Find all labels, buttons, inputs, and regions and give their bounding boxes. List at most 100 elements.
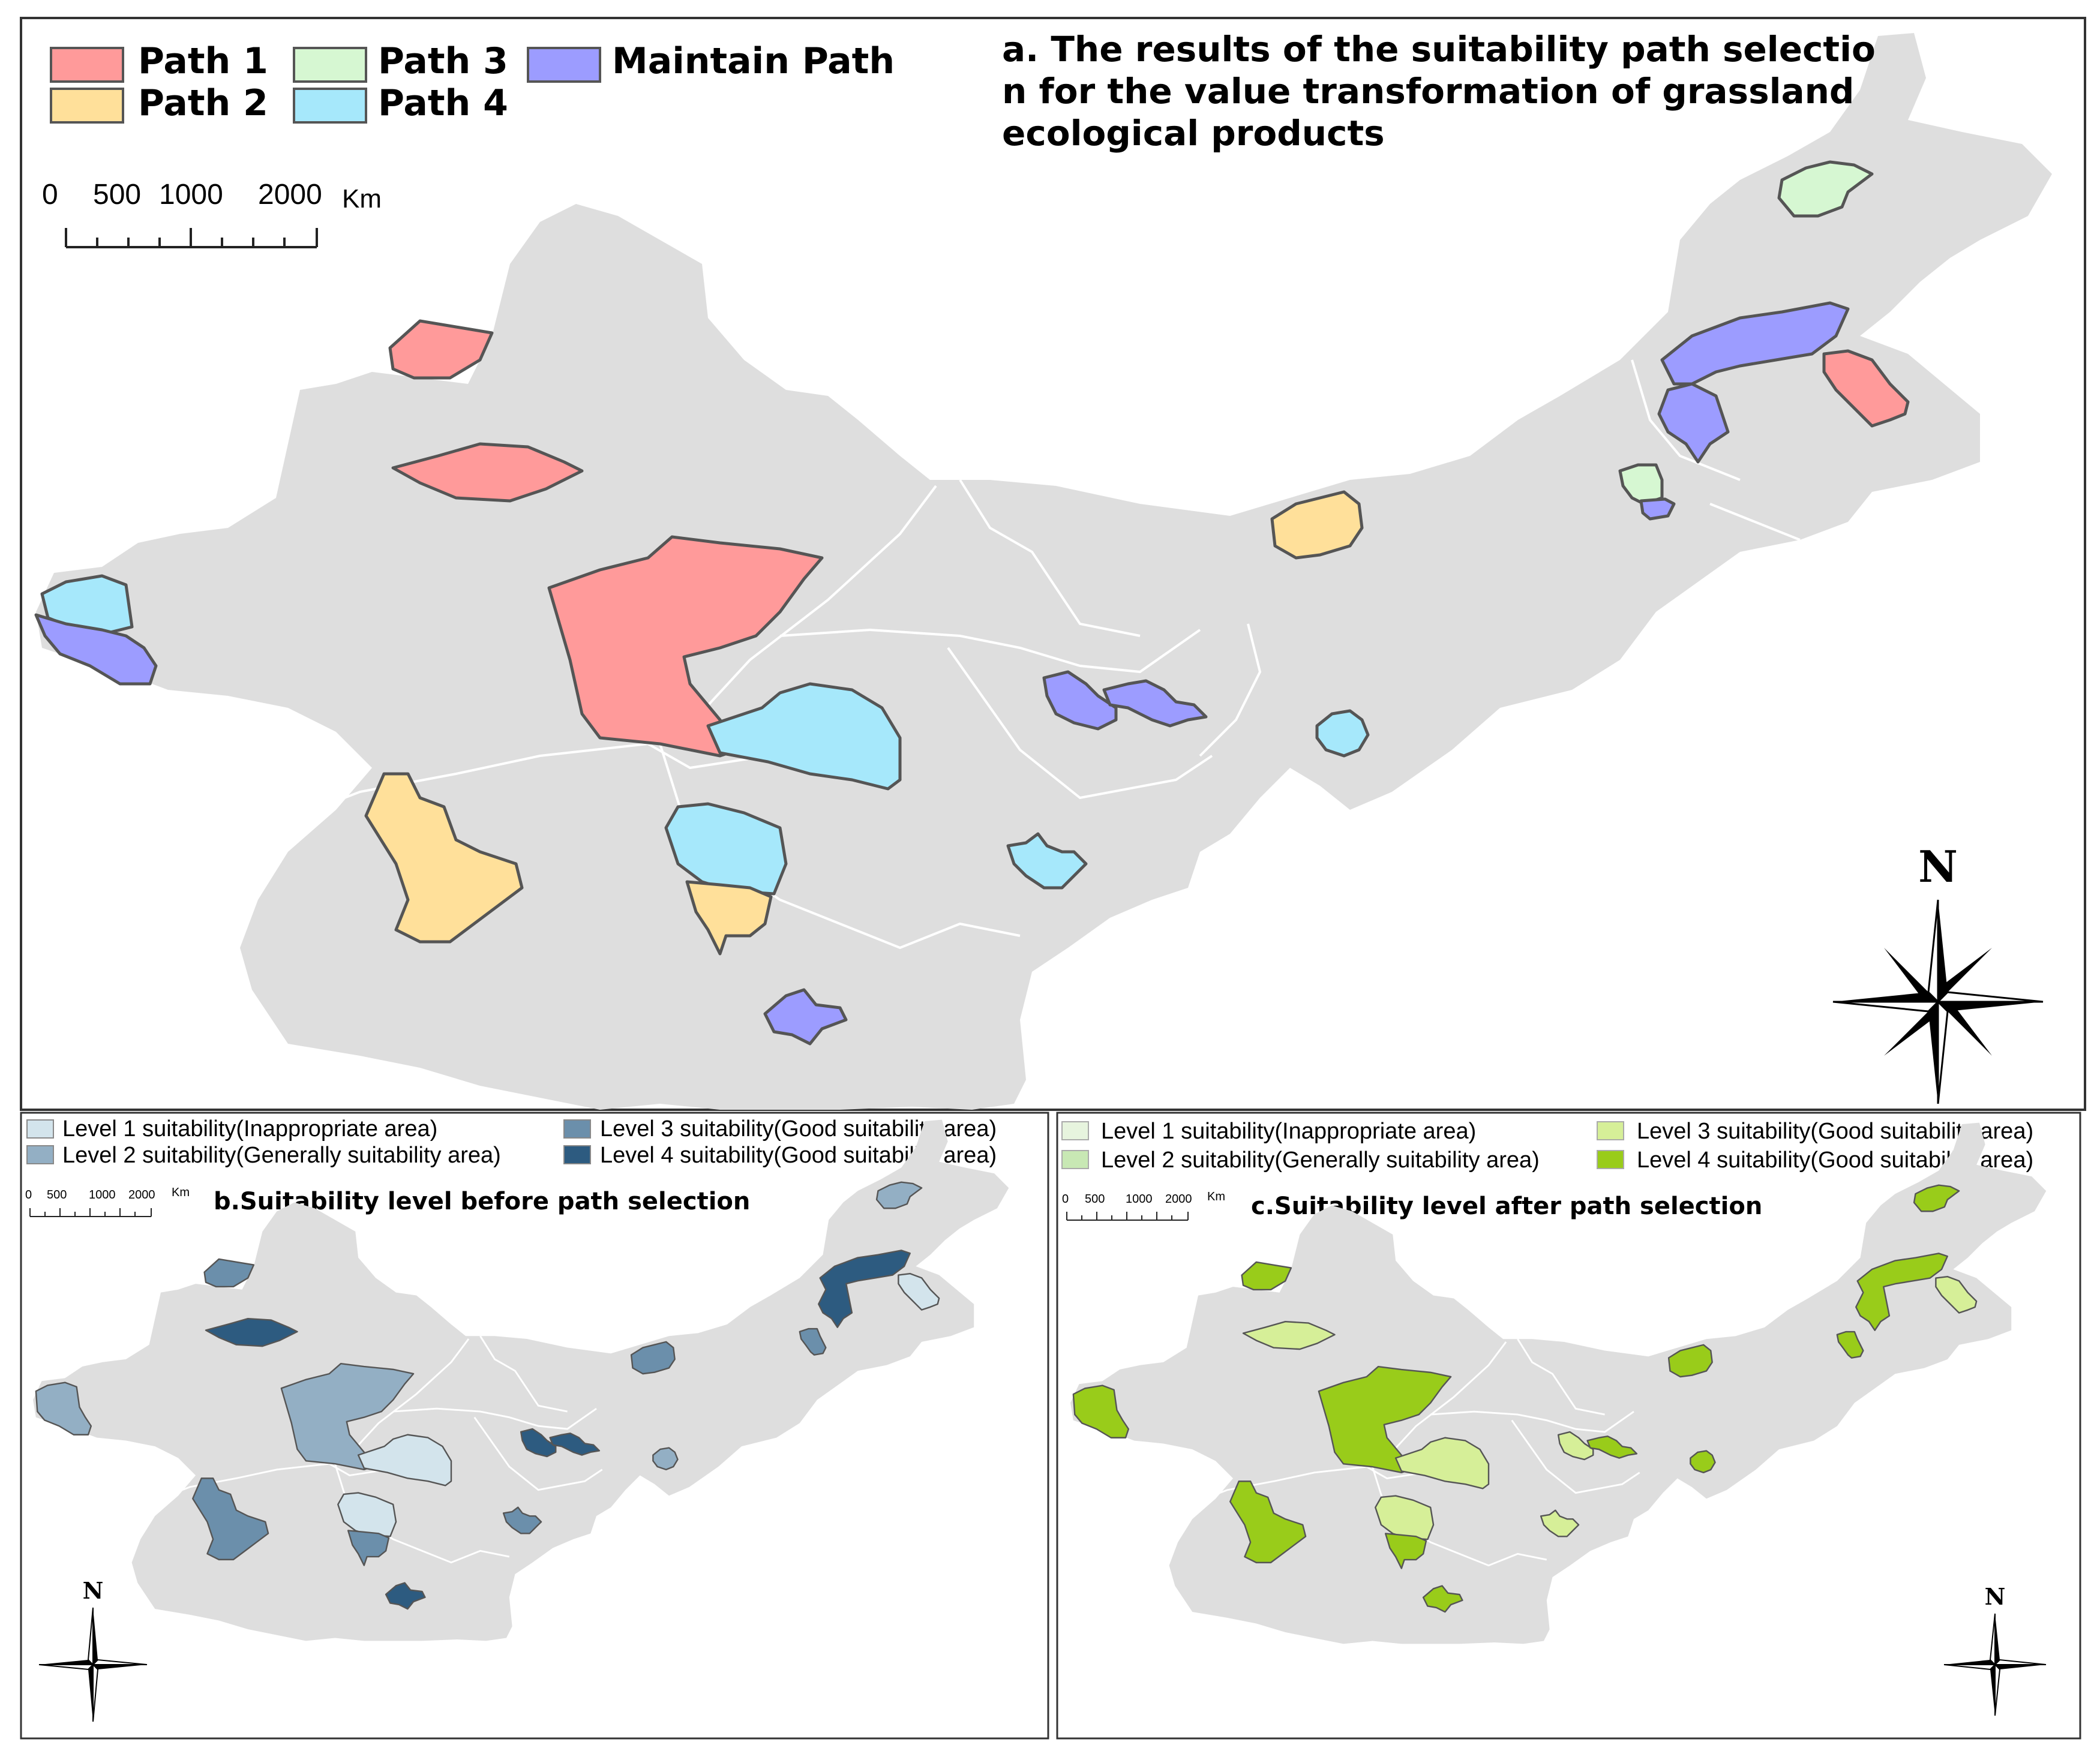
region-b-gansu-b bbox=[549, 1432, 601, 1456]
title-a-line1: a. The results of the suitability path s… bbox=[1002, 29, 1876, 70]
legend-swatch-path3 bbox=[293, 47, 367, 83]
region-b-qinghai-south bbox=[337, 1492, 397, 1537]
region-path2-qinghai-south bbox=[685, 880, 773, 956]
scale-b-bar bbox=[29, 1208, 152, 1217]
legend-label-maintain: Maintain Path bbox=[612, 40, 895, 82]
region-polygons-b bbox=[35, 1181, 940, 1610]
north-label-a: N bbox=[1918, 841, 1958, 892]
scale-bar-a: 0 500 1000 2000 Km bbox=[42, 179, 382, 248]
region-c-qinghai-south-2 bbox=[1384, 1533, 1427, 1569]
scale-b-tick-500: 500 bbox=[47, 1188, 67, 1202]
region-path1-north-xinjiang bbox=[388, 319, 494, 380]
region-polygons bbox=[34, 160, 1910, 1046]
legend-swatch-maintain bbox=[527, 47, 601, 83]
scale-a-unit: Km bbox=[342, 184, 382, 214]
legend-b-label-1: Level 1 suitability(Inappropriate area) bbox=[62, 1116, 437, 1142]
region-maintain-west-edge bbox=[34, 613, 158, 686]
region-c-tibet-south bbox=[1422, 1585, 1463, 1613]
region-b-tibet-west bbox=[192, 1477, 269, 1561]
region-b-qinghai-south-2 bbox=[347, 1530, 390, 1566]
legend-c-swatch-3 bbox=[1597, 1121, 1624, 1140]
region-maintain-north-east-lower bbox=[1657, 382, 1730, 464]
region-path4-shanxi bbox=[1315, 709, 1370, 758]
legend-a: Path 1 Path 2 Path 3 Path 4 Maintain Pat… bbox=[50, 40, 895, 124]
legend-c-swatch-1 bbox=[1061, 1121, 1089, 1140]
north-arrow-b: N bbox=[38, 1577, 148, 1722]
legend-label-path2: Path 2 bbox=[138, 82, 268, 124]
scale-c-tick-0: 0 bbox=[1062, 1193, 1069, 1206]
region-b-ne-small bbox=[799, 1327, 827, 1356]
region-c-shanxi bbox=[1690, 1450, 1716, 1474]
region-b-ne-large bbox=[818, 1250, 911, 1328]
map-b bbox=[33, 1119, 1009, 1641]
region-b-tibet-south bbox=[385, 1582, 426, 1610]
legend-b-swatch-4 bbox=[563, 1145, 591, 1164]
region-c-ne-large bbox=[1855, 1253, 1948, 1331]
scale-a-tick-1000: 1000 bbox=[159, 179, 223, 211]
region-maintain-north-east-large bbox=[1660, 301, 1850, 386]
north-arrow-a: N bbox=[1832, 841, 2044, 1104]
region-path1-qinghai-large bbox=[547, 535, 824, 758]
region-path1-north-east bbox=[1822, 349, 1910, 428]
title-a: a. The results of the suitability path s… bbox=[1002, 29, 1876, 154]
north-label-c: N bbox=[1985, 1583, 2006, 1610]
region-c-gansu-b bbox=[1586, 1435, 1638, 1459]
region-b-ne-right bbox=[898, 1272, 940, 1311]
scale-a-tick-500: 500 bbox=[93, 179, 141, 211]
north-label-b: N bbox=[83, 1577, 104, 1604]
region-c-ne-top bbox=[1913, 1184, 1960, 1212]
north-arrow-c: N bbox=[1943, 1583, 2047, 1716]
scale-c-bar bbox=[1066, 1212, 1189, 1221]
region-c-west-edge bbox=[1072, 1384, 1130, 1438]
scale-c-tick-1000: 1000 bbox=[1126, 1193, 1153, 1206]
region-c-qinghai-south bbox=[1375, 1495, 1435, 1540]
region-path3-north-east-top bbox=[1777, 160, 1874, 218]
map-c bbox=[1070, 1122, 2047, 1644]
scale-b-tick-0: 0 bbox=[25, 1188, 32, 1202]
legend-label-path4: Path 4 bbox=[378, 82, 508, 124]
region-b-central-xinjiang bbox=[205, 1317, 298, 1347]
scale-a-bar bbox=[65, 228, 318, 248]
scale-a-tick-0: 0 bbox=[42, 179, 58, 211]
legend-swatch-path2 bbox=[50, 88, 124, 124]
region-path2-tibet-west bbox=[364, 772, 524, 944]
panel-b: Level 1 suitability(Inappropriate area) … bbox=[20, 1112, 1049, 1740]
region-b-west-edge bbox=[35, 1381, 92, 1435]
panel-a: Path 1 Path 2 Path 3 Path 4 Maintain Pat… bbox=[20, 17, 2086, 1111]
region-c-qinghai-east bbox=[1394, 1437, 1490, 1489]
region-c-ne-right bbox=[1935, 1275, 1978, 1314]
region-c-tibet-west bbox=[1229, 1480, 1307, 1564]
scale-a-tick-2000: 2000 bbox=[258, 179, 322, 211]
region-c-gansu-a bbox=[1557, 1431, 1594, 1461]
scale-bar-b: 0 500 1000 2000 Km bbox=[25, 1186, 190, 1217]
legend-label-path3: Path 3 bbox=[378, 40, 508, 82]
region-path4-gansu-south bbox=[1006, 832, 1088, 890]
scale-c-tick-500: 500 bbox=[1085, 1193, 1105, 1206]
legend-c-label-1: Level 1 suitability(Inappropriate area) bbox=[1101, 1119, 1476, 1144]
region-b-qinghai-large bbox=[280, 1362, 415, 1471]
region-c-inner-mongolia bbox=[1667, 1344, 1713, 1378]
region-b-gansu-south bbox=[502, 1506, 542, 1534]
legend-c-swatch-4 bbox=[1597, 1150, 1624, 1169]
region-c-central-xinjiang bbox=[1242, 1320, 1336, 1350]
legend-b-label-2: Level 2 suitability(Generally suitabilit… bbox=[62, 1143, 501, 1168]
region-maintain-north-east-small bbox=[1639, 497, 1676, 521]
region-maintain-gansu-a bbox=[1042, 670, 1118, 731]
region-c-ne-small bbox=[1836, 1330, 1864, 1359]
legend-swatch-path1 bbox=[50, 47, 124, 83]
legend-c-swatch-2 bbox=[1061, 1150, 1089, 1169]
region-c-qinghai-large bbox=[1318, 1365, 1452, 1474]
legend-swatch-path4 bbox=[293, 88, 367, 124]
legend-b-swatch-1 bbox=[26, 1119, 54, 1139]
region-c-gansu-south bbox=[1540, 1509, 1580, 1537]
region-path1-central-xinjiang bbox=[391, 442, 584, 503]
region-b-qinghai-east bbox=[357, 1434, 452, 1486]
legend-label-path1: Path 1 bbox=[138, 40, 268, 82]
region-path2-inner-mongolia bbox=[1270, 490, 1364, 560]
region-c-north-xinjiang bbox=[1241, 1261, 1292, 1291]
title-a-line3: ecological products bbox=[1002, 113, 1385, 154]
region-path4-qinghai-south bbox=[664, 802, 788, 896]
title-a-line2: n for the value transformation of grassl… bbox=[1002, 71, 1854, 112]
scale-b-tick-1000: 1000 bbox=[89, 1188, 116, 1202]
